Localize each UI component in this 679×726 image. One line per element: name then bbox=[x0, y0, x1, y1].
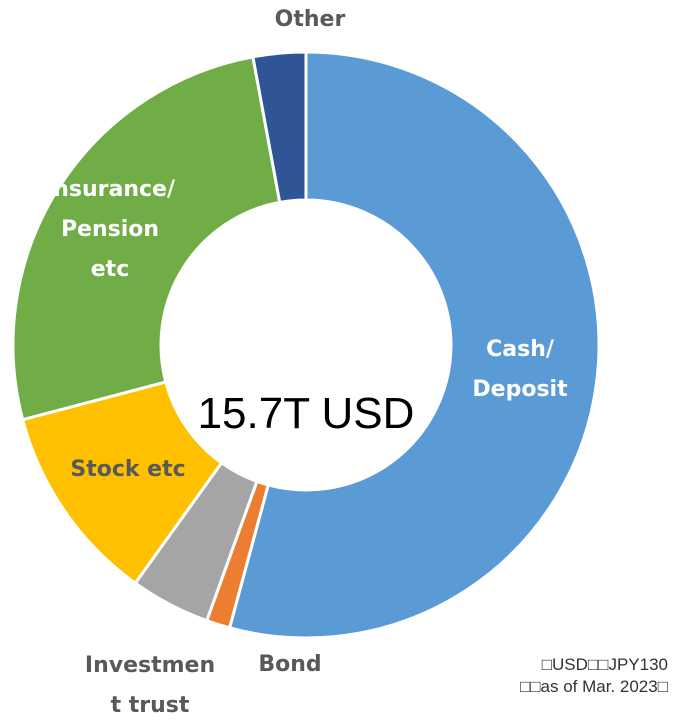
slice-label: Stock etc bbox=[70, 457, 186, 482]
center-label: 15.7T USD bbox=[197, 389, 415, 438]
slice-label: Investmen t trust bbox=[84, 653, 216, 718]
slice-label: Cash/ Deposit bbox=[472, 337, 568, 402]
donut-slice bbox=[251, 50, 308, 205]
donut-slice bbox=[20, 380, 224, 586]
donut-slice bbox=[227, 50, 601, 640]
slice-label: Other bbox=[274, 7, 346, 32]
slice-label: Bond bbox=[258, 652, 322, 677]
slice-label: Insurance/ Pension etc bbox=[45, 177, 175, 282]
donut-slice bbox=[11, 55, 282, 422]
note: □USD□□JPY130 □□as of Mar. 2023□ bbox=[520, 655, 668, 696]
